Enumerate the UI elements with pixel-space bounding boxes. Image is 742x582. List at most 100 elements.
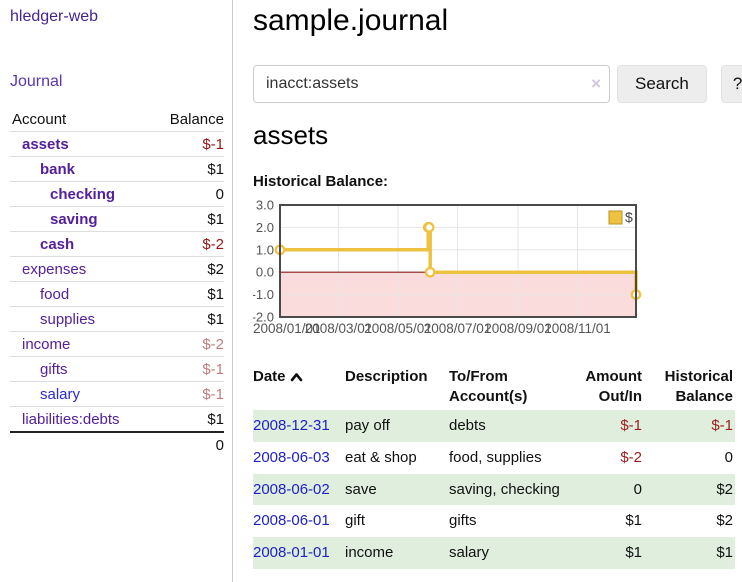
transaction-balance: $2: [716, 512, 733, 530]
transactions-table: Date Description To/From Account(s) Amou…: [253, 365, 735, 569]
transaction-accounts: food, supplies: [449, 448, 542, 466]
accounts-header-account: Account: [12, 111, 67, 128]
account-total-body: 0: [10, 431, 224, 457]
main-content: sample.journal × Search ? assets Histori…: [233, 0, 742, 582]
svg-text:-2.0: -2.0: [253, 310, 274, 325]
transaction-amount: $-2: [620, 448, 642, 466]
transaction-date: 2008-01-01: [253, 537, 345, 569]
chart-title: Historical Balance:: [253, 173, 389, 190]
account-link[interactable]: expenses: [22, 261, 87, 278]
account-link[interactable]: income: [22, 336, 71, 353]
account-balance: 0: [151, 181, 224, 207]
account-balance: $2: [151, 256, 224, 282]
transaction-amount: $1: [625, 512, 642, 530]
account-row: checking 0: [10, 181, 224, 207]
account-link[interactable]: supplies: [40, 311, 96, 328]
svg-text:0.0: 0.0: [256, 265, 274, 280]
account-link[interactable]: food: [40, 286, 70, 303]
account-link[interactable]: bank: [40, 161, 76, 178]
search-button[interactable]: Search: [617, 65, 707, 103]
svg-text:$: $: [625, 209, 633, 225]
transaction-description: save: [345, 473, 449, 506]
account-table-body: Account Balance assets $-1 bank $1 checking 0…: [10, 107, 224, 432]
account-balance: $-1: [151, 356, 224, 382]
account-link[interactable]: checking: [50, 186, 116, 203]
account-link[interactable]: salary: [40, 386, 81, 403]
account-balance: $1: [151, 306, 224, 332]
historical-balance-chart: $3.0 2.0 1.0 0.0 -1.0 -2.0 2008/01/01 2008/03/0…: [252, 198, 742, 343]
transaction-date-link[interactable]: 2008-06-01: [253, 512, 330, 530]
svg-text:3.0: 3.0: [256, 199, 274, 213]
account-row: saving $1: [10, 206, 224, 232]
transaction-date-link[interactable]: 2008-06-03: [253, 448, 330, 466]
svg-text:-1.0: -1.0: [253, 287, 274, 302]
transaction-date-link[interactable]: 2008-01-01: [253, 544, 330, 561]
column-header-amount: Amount Out/In: [585, 368, 642, 405]
account-balance: $1: [151, 206, 224, 232]
account-row: bank $1: [10, 156, 224, 182]
account-row: liabilities:debts $1: [10, 406, 224, 432]
page-title: sample.journal: [253, 4, 449, 37]
column-header-date[interactable]: Date: [253, 365, 345, 410]
account-balance: $1: [151, 281, 224, 307]
account-link[interactable]: liabilities:debts: [22, 411, 120, 428]
svg-text:2008/01/01: 2008/01/01: [253, 321, 321, 336]
transaction-date-link[interactable]: 2008-06-02: [253, 480, 330, 498]
brand: hledger-web: [10, 8, 224, 26]
account-balance: $-2: [151, 331, 224, 357]
account-row: assets $-1: [10, 131, 224, 157]
transaction-date: 2008-06-01: [253, 505, 345, 537]
account-balance: $1: [151, 406, 224, 432]
transaction-row: 2008-06-01 gift gifts $1 $2: [253, 505, 735, 537]
transactions-body: 2008-12-31 pay off debts $-1 $-1 2008-06-03 ea…: [253, 410, 735, 569]
column-header-balance: Historical Balance: [664, 368, 733, 405]
transaction-balance: $1: [644, 537, 735, 569]
account-balance: $1: [151, 156, 224, 182]
transaction-accounts: saving, checking: [449, 473, 574, 506]
account-link[interactable]: assets: [22, 136, 69, 153]
svg-text:2.0: 2.0: [256, 220, 274, 235]
search-input[interactable]: [253, 65, 610, 103]
account-row: salary $-1: [10, 381, 224, 407]
search-wrap: ×: [253, 65, 610, 103]
transaction-amount: $-1: [574, 410, 644, 442]
sidebar-item-journal[interactable]: Journal: [10, 73, 63, 90]
transaction-description: pay off: [345, 410, 449, 442]
sidebar-nav: Journal: [10, 73, 224, 91]
accounts-total-balance: 0: [151, 431, 224, 457]
transaction-balance: $2: [644, 473, 735, 506]
chart-svg: $3.0 2.0 1.0 0.0 -1.0 -2.02008/01/012008/03/0…: [252, 198, 642, 336]
account-link[interactable]: gifts: [40, 361, 68, 378]
accounts-header-row: Account Balance: [10, 107, 224, 132]
clear-search-icon[interactable]: ×: [591, 74, 601, 93]
transaction-row: 2008-01-01 income salary $1 $1: [253, 537, 735, 569]
transaction-date-link[interactable]: 2008-12-31: [253, 417, 330, 434]
transaction-balance: 0: [724, 448, 733, 466]
transaction-row: 2008-12-31 pay off debts $-1 $-1: [253, 410, 735, 442]
account-balance: $-1: [151, 131, 224, 157]
transaction-accounts: gifts: [449, 512, 477, 530]
help-button[interactable]: ?: [720, 65, 742, 103]
transaction-description: income: [345, 537, 449, 569]
column-header-tofrom: To/From Account(s): [449, 368, 528, 405]
transaction-row: 2008-06-02 save saving, checking 0 $2: [253, 473, 735, 506]
transactions-header-row: Date Description To/From Account(s) Amou…: [253, 365, 735, 410]
svg-text:2008/07/01: 2008/07/01: [424, 321, 492, 336]
transaction-balance: $-1: [644, 410, 735, 442]
transaction-description: gift: [345, 512, 366, 530]
account-row: cash $-2: [10, 231, 224, 257]
svg-text:1.0: 1.0: [256, 242, 274, 257]
account-row: supplies $1: [10, 306, 224, 332]
account-row: income $-2: [10, 331, 224, 357]
account-row: gifts $-1: [10, 356, 224, 382]
transaction-accounts: debts: [449, 410, 574, 442]
column-header-description: Description: [345, 368, 428, 385]
account-link[interactable]: saving: [50, 211, 98, 228]
transaction-date: 2008-12-31: [253, 410, 345, 442]
account-link[interactable]: cash: [40, 236, 75, 253]
account-balance: $-2: [151, 231, 224, 257]
accounts-header-balance: Balance: [169, 111, 224, 128]
sort-up-icon: [290, 368, 303, 388]
brand-link[interactable]: hledger-web: [10, 8, 99, 25]
